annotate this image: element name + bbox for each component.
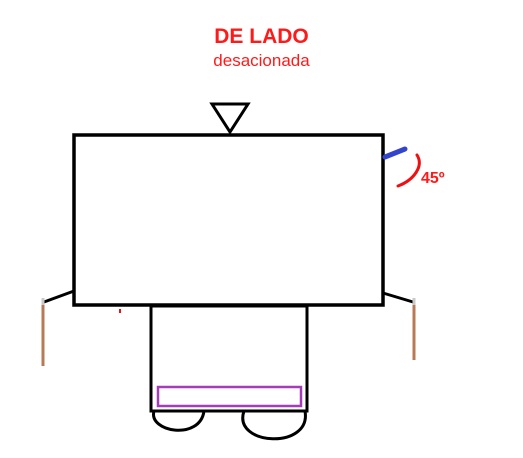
- right-arm: [382, 291, 414, 304]
- diagram-title: DE LADO: [214, 25, 309, 48]
- angle-arc: [396, 153, 421, 188]
- blue-angle-mark: [382, 146, 408, 160]
- diagram-subtitle: desacionada: [213, 51, 310, 70]
- angle-label: 45º: [421, 170, 445, 187]
- left-wheel: [152, 410, 206, 432]
- left-arm: [43, 289, 75, 304]
- main-body-box: [72, 133, 385, 307]
- lower-body-outline: [149, 304, 309, 413]
- top-triangle-marker: [209, 102, 251, 135]
- purple-bar: [156, 385, 303, 408]
- right-wheel: [241, 410, 307, 441]
